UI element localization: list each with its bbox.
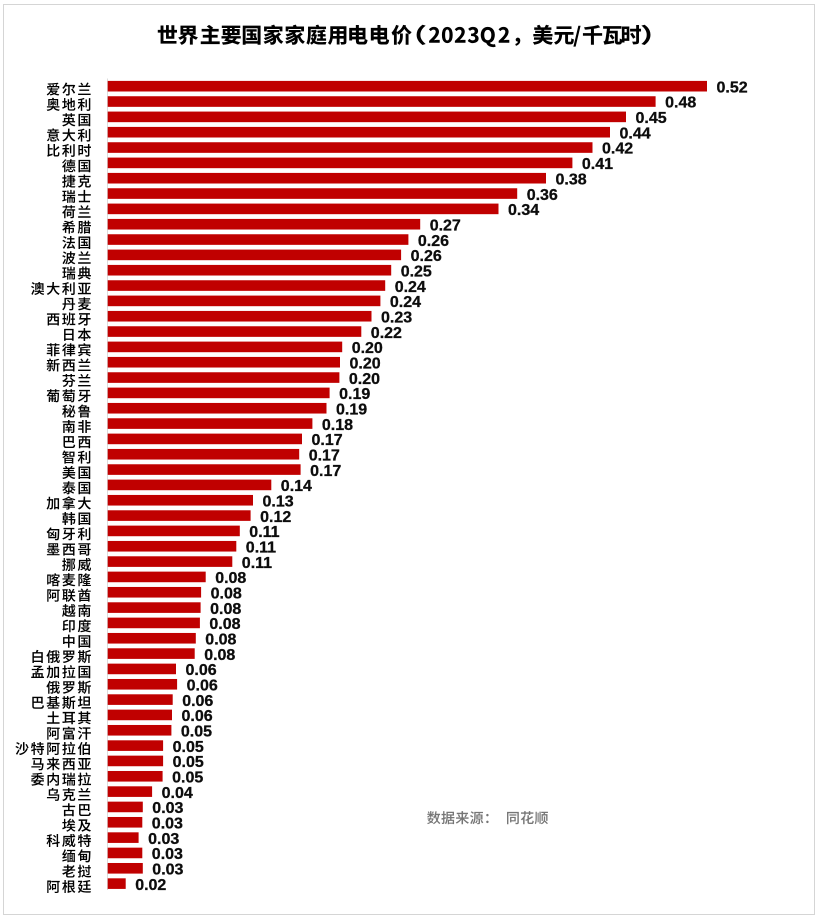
svg-text:0.20: 0.20 [349,371,380,388]
svg-text:0.38: 0.38 [556,171,587,188]
svg-text:0.06: 0.06 [182,708,213,725]
svg-text:0.06: 0.06 [186,662,217,679]
svg-text:0.08: 0.08 [211,585,242,602]
svg-text:0.36: 0.36 [527,187,558,204]
svg-text:0.25: 0.25 [401,263,432,280]
svg-text:0.19: 0.19 [339,386,370,403]
svg-text:0.14: 0.14 [281,478,312,495]
svg-text:0.23: 0.23 [381,309,412,326]
svg-text:0.17: 0.17 [310,463,341,480]
svg-text:0.08: 0.08 [215,570,246,587]
svg-text:0.11: 0.11 [246,539,276,556]
svg-text:0.48: 0.48 [665,95,696,112]
svg-text:0.22: 0.22 [371,325,402,342]
svg-text:0.05: 0.05 [172,769,203,786]
svg-text:0.20: 0.20 [352,340,383,357]
svg-text:0.08: 0.08 [205,631,236,648]
svg-text:0.06: 0.06 [182,693,213,710]
svg-text:0.24: 0.24 [395,279,426,296]
svg-text:0.03: 0.03 [152,815,183,832]
svg-text:0.03: 0.03 [148,831,179,848]
svg-text:0.26: 0.26 [418,233,449,250]
svg-text:0.08: 0.08 [210,601,241,618]
svg-text:0.12: 0.12 [260,509,291,526]
svg-text:0.05: 0.05 [181,723,212,740]
svg-text:0.13: 0.13 [263,493,294,510]
svg-text:0.02: 0.02 [135,877,166,894]
svg-text:0.19: 0.19 [336,401,367,418]
svg-text:0.41: 0.41 [582,156,613,173]
svg-text:0.11: 0.11 [249,524,279,541]
svg-text:0.27: 0.27 [430,217,461,234]
svg-text:0.34: 0.34 [508,202,539,219]
svg-text:0.03: 0.03 [152,800,183,817]
svg-text:0.17: 0.17 [312,432,343,449]
svg-text:0.05: 0.05 [173,754,204,771]
svg-text:0.20: 0.20 [350,355,381,372]
svg-text:0.24: 0.24 [390,294,421,311]
svg-text:0.52: 0.52 [717,79,748,96]
svg-text:0.03: 0.03 [152,846,183,863]
svg-text:0.05: 0.05 [173,739,204,756]
svg-text:0.18: 0.18 [322,417,353,434]
svg-text:0.26: 0.26 [411,248,442,265]
svg-text:0.44: 0.44 [620,125,651,142]
svg-text:0.08: 0.08 [204,647,235,664]
svg-text:0.04: 0.04 [162,785,193,802]
svg-text:0.11: 0.11 [242,555,272,572]
svg-text:0.45: 0.45 [636,110,667,127]
svg-text:0.08: 0.08 [209,616,240,633]
svg-text:0.17: 0.17 [309,447,340,464]
svg-text:0.42: 0.42 [602,141,633,158]
svg-text:0.03: 0.03 [152,861,183,878]
svg-text:0.06: 0.06 [187,677,218,694]
